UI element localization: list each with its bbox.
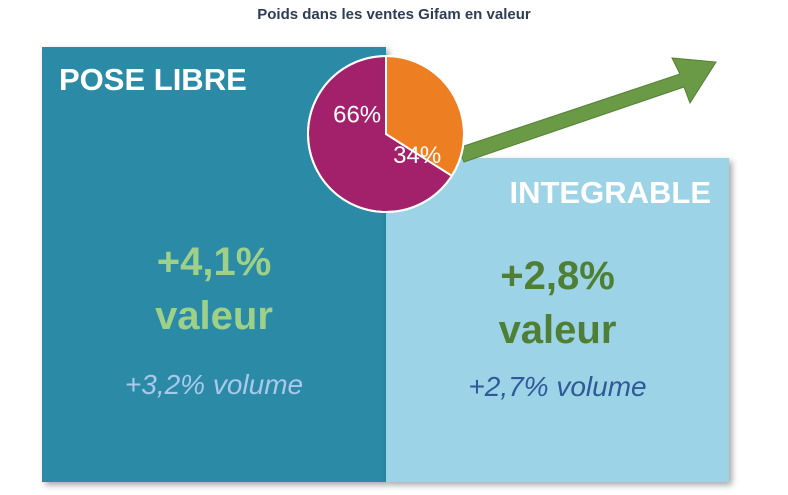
pose-libre-volume-change: +3,2% volume: [124, 369, 304, 400]
integrable-volume-change: +2,7% volume: [468, 371, 647, 402]
pie-slice-label-1: 66%: [333, 102, 381, 129]
integrable-panel: INTEGRABLE +2,8% valeur +2,7% volume: [386, 158, 729, 482]
integrable-value-change: +2,8%: [500, 254, 615, 298]
growth-arrow-icon: [457, 57, 717, 163]
pie-chart: 66% 34%: [307, 54, 465, 213]
pose-libre-value-change: +4,1%: [156, 240, 272, 284]
pose-libre-value-word: valeur: [155, 294, 273, 338]
pie-outline: [307, 55, 465, 213]
chart-title: Poids dans les ventes Gifam en valeur: [257, 6, 531, 23]
pose-libre-label: POSE LIBRE: [59, 62, 247, 97]
integrable-label: INTEGRABLE: [509, 175, 712, 210]
pose-libre-panel: POSE LIBRE +4,1% valeur +3,2% volume: [42, 47, 386, 482]
integrable-value-word: valeur: [498, 308, 617, 352]
pie-slice-label-2: 34%: [393, 142, 441, 169]
